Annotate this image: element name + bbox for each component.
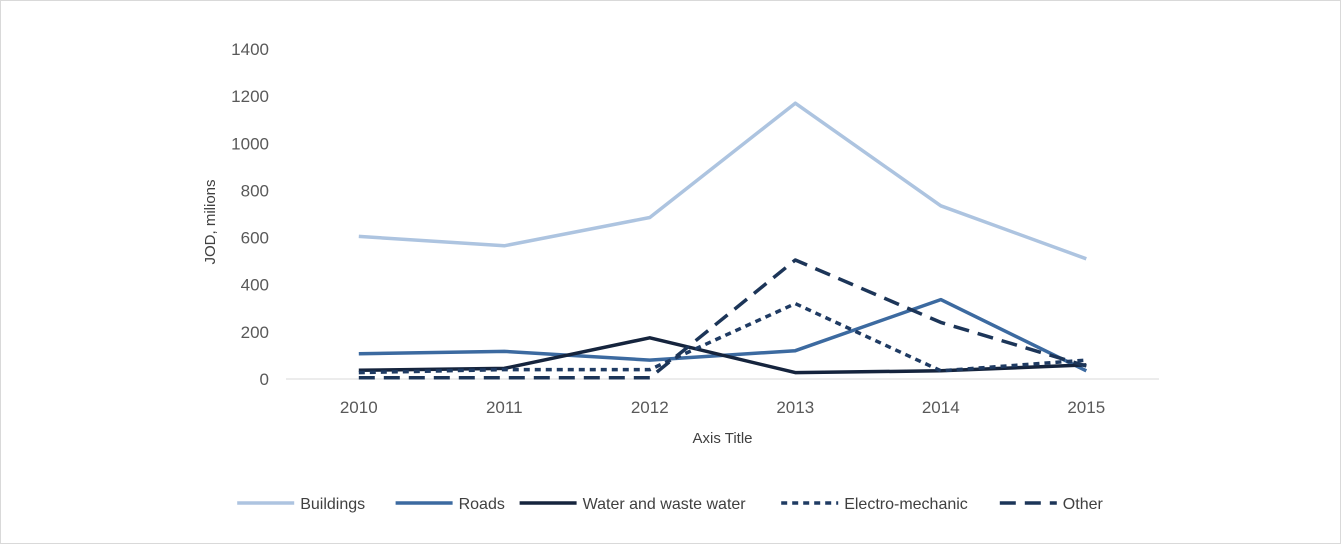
- legend-label: Electro-mechanic: [844, 496, 968, 513]
- y-tick-label: 0: [260, 370, 269, 389]
- x-tick-label: 2013: [776, 398, 814, 417]
- y-tick-label: 200: [241, 323, 269, 342]
- y-axis-ticks: 0 200 400 600 800 1000 1200 1400: [231, 40, 269, 389]
- x-tick-label: 2012: [631, 398, 669, 417]
- series-line-1: [358, 101, 1087, 261]
- y-tick-label: 1200: [231, 87, 269, 106]
- y-tick-label: 1000: [231, 134, 269, 153]
- series-line-3: [358, 336, 1087, 375]
- legend-item: Roads: [395, 496, 505, 513]
- legend-label: Water and waste water: [583, 496, 747, 513]
- legend-item: Electro-mechanic: [781, 496, 968, 513]
- legend-label: Other: [1063, 496, 1104, 513]
- series-line-4: [358, 301, 1087, 375]
- y-tick-label: 600: [241, 229, 269, 248]
- x-axis-title: Axis Title: [692, 430, 752, 447]
- y-axis-title: JOD, milions: [202, 179, 219, 264]
- x-tick-label: 2010: [340, 398, 378, 417]
- legend-item: Buildings: [237, 496, 365, 513]
- legend-label: Buildings: [300, 496, 365, 513]
- series-line-2: [358, 297, 1088, 373]
- series-line-5: [358, 258, 1087, 380]
- series-lines: [358, 101, 1088, 380]
- legend-label: Roads: [459, 496, 505, 513]
- x-tick-label: 2011: [486, 398, 523, 417]
- x-axis-ticks: 2010 2011 2012 2013 2014 2015: [340, 398, 1105, 417]
- legend-item: Other: [999, 496, 1104, 513]
- y-tick-label: 800: [241, 181, 269, 200]
- legend-item: Water and waste water: [519, 496, 747, 513]
- y-tick-label: 400: [241, 276, 269, 295]
- x-tick-label: 2015: [1067, 398, 1105, 417]
- legend: Buildings Roads Water and waste water Elect…: [237, 496, 1103, 513]
- x-tick-label: 2014: [922, 398, 960, 417]
- y-tick-label: 1400: [231, 40, 269, 59]
